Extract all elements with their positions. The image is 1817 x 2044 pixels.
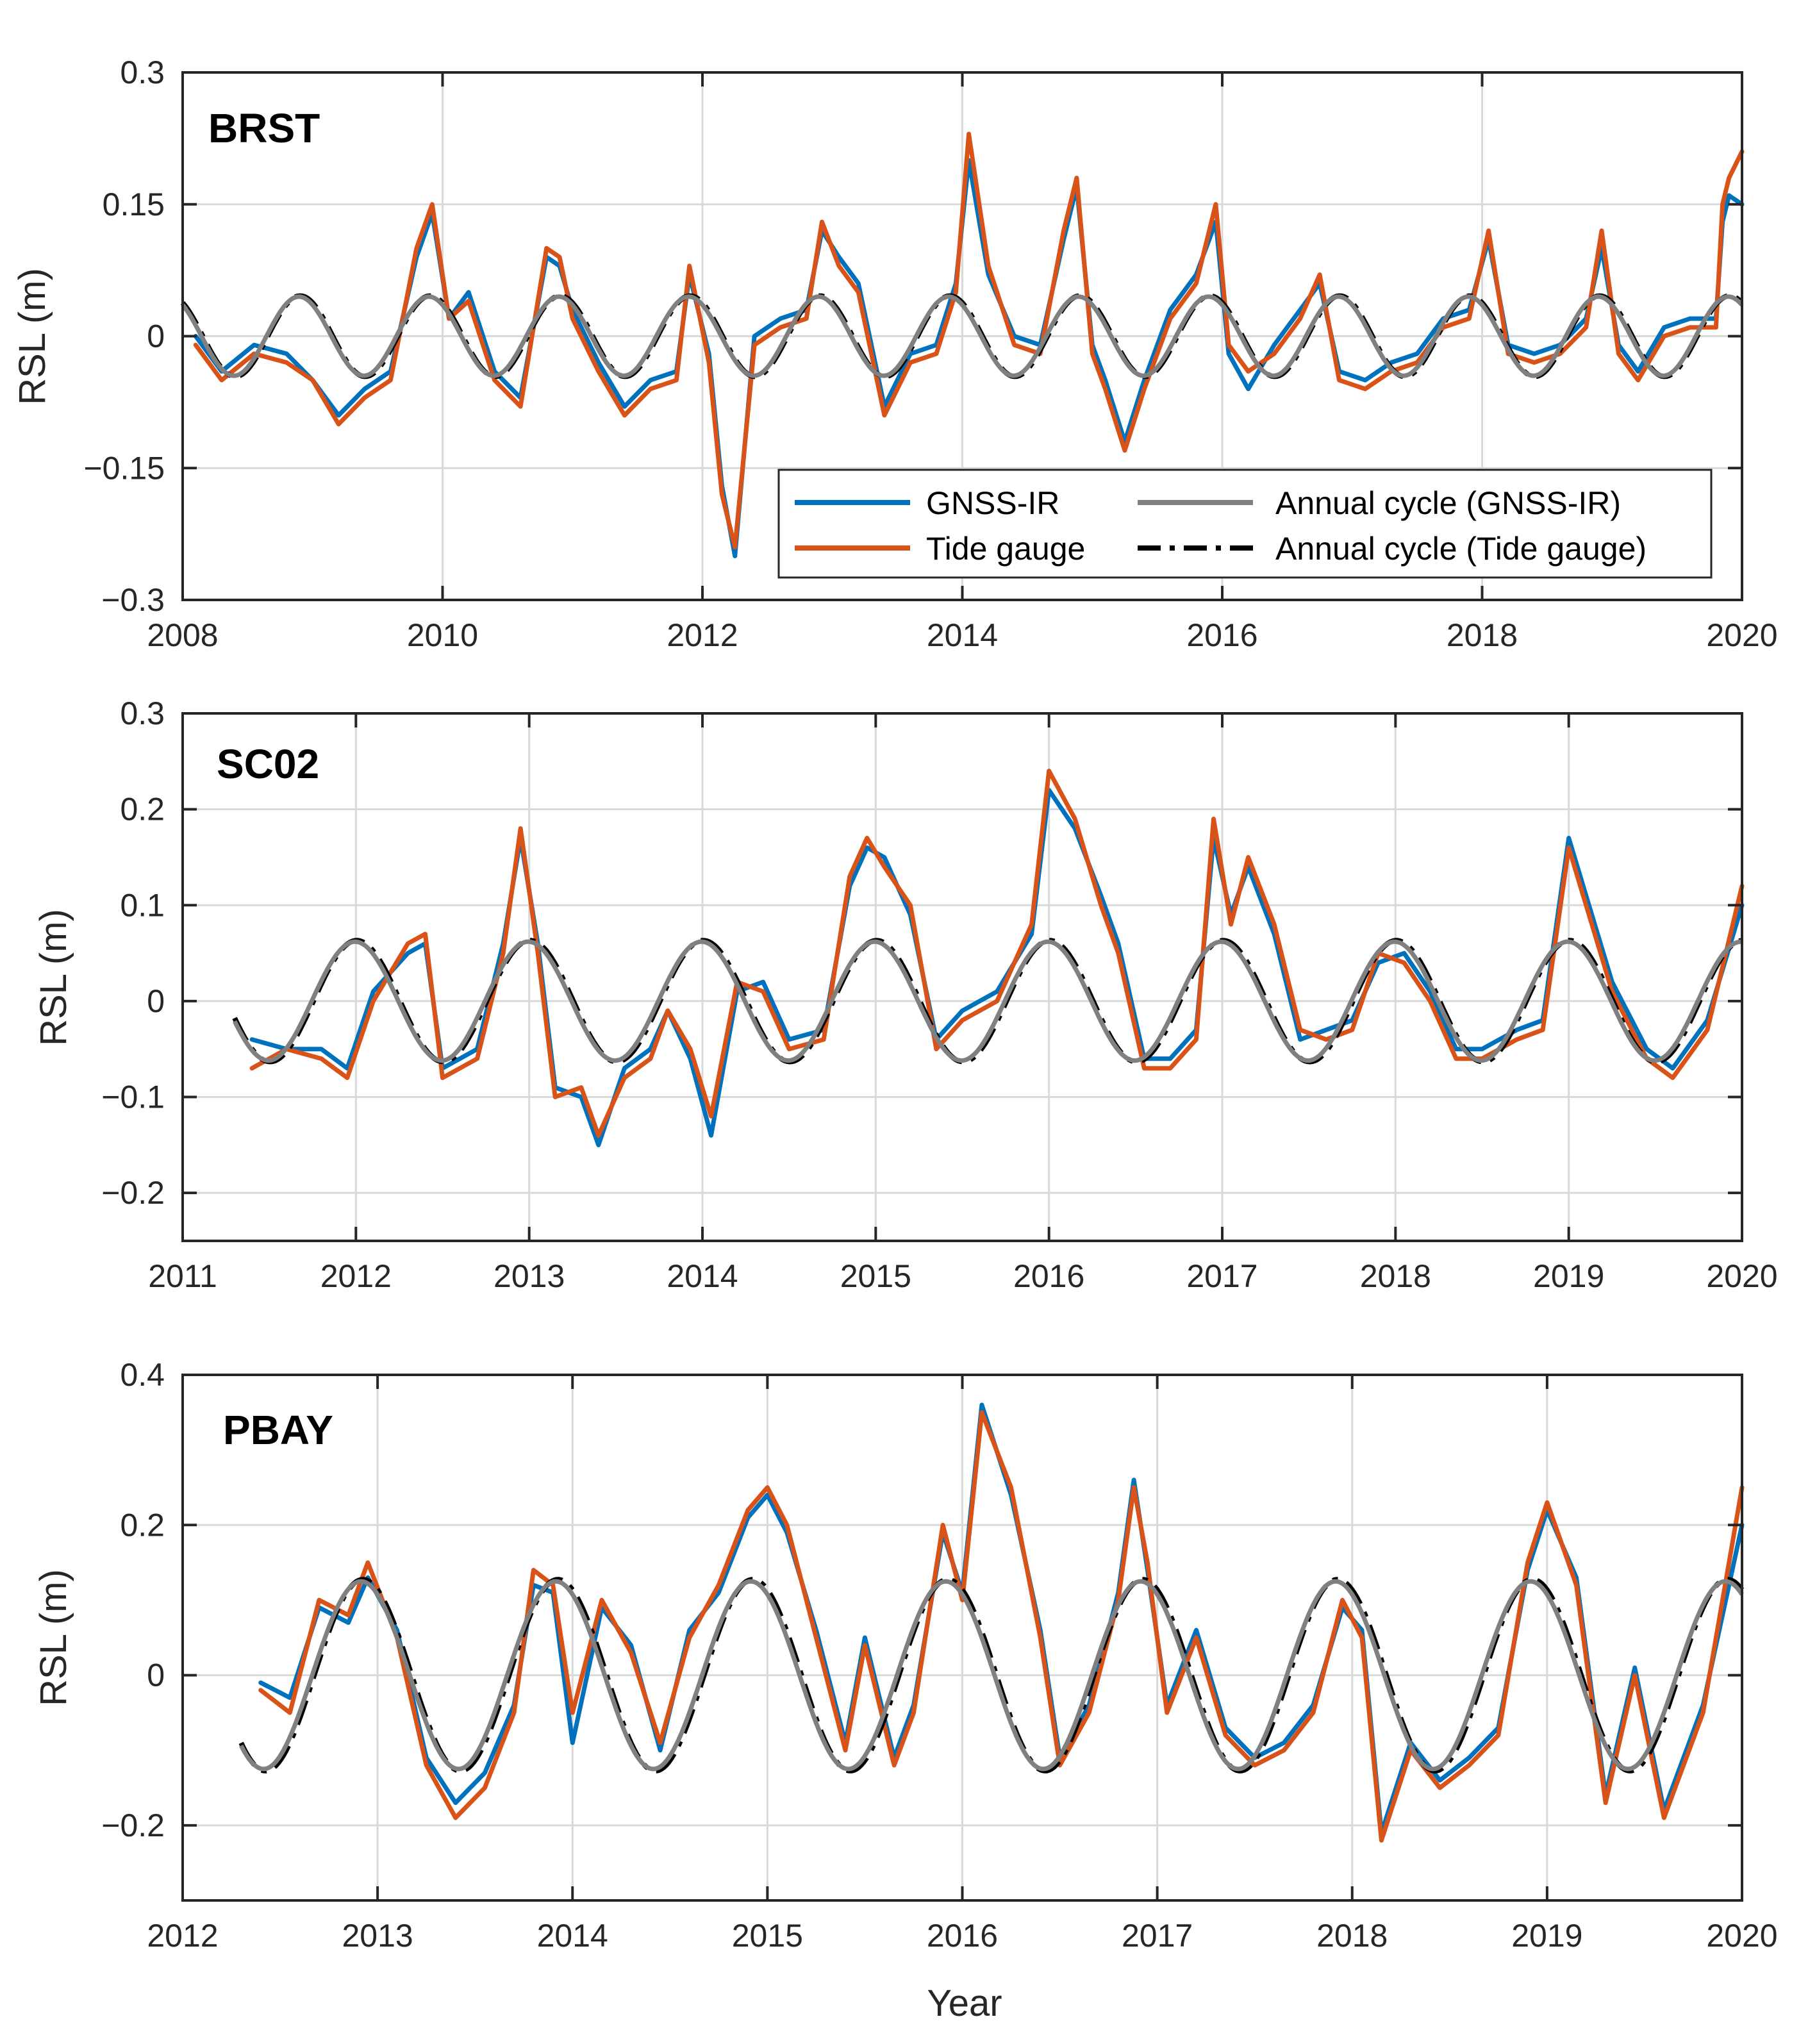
- ytick-label: 0: [147, 983, 165, 1019]
- panel-sc02: 2011 2012 2013 2014 2015 2016 2017 2018 2019 2020…: [33, 695, 1778, 1294]
- ytick-label: 0.3: [120, 695, 165, 731]
- ytick-label: −0.1: [101, 1079, 165, 1115]
- xtick-label: 2008: [147, 617, 218, 653]
- station-label-sc02: SC02: [217, 741, 319, 787]
- legend-annual-gnss-label: Annual cycle (GNSS-IR): [1275, 485, 1621, 521]
- ytick-label: 0: [147, 319, 165, 354]
- xtick-label: 2012: [320, 1258, 392, 1294]
- station-label-brst: BRST: [208, 105, 320, 151]
- annual-cycle-gnss-line: [232, 939, 1743, 1063]
- xtick-label: 2018: [1316, 1918, 1388, 1954]
- ytick-label: 0.2: [120, 1507, 165, 1543]
- panel-pbay: 2012 2013 2014 2015 2016 2017 2018 2019 2020 −0.2…: [33, 1357, 1778, 2024]
- ylabel-sc02: RSL (m): [33, 909, 74, 1046]
- ytick-label: 0: [147, 1658, 165, 1693]
- xtick-label: 2019: [1511, 1918, 1582, 1954]
- ticks-sc02: 2011 2012 2013 2014 2015 2016 2017 2018 2019 2020…: [101, 695, 1777, 1294]
- legend-gnss-label: GNSS-IR: [926, 485, 1059, 521]
- series-gnss-line: [249, 788, 1745, 1147]
- grid-brst: [183, 72, 1742, 600]
- xtick-label: 2012: [147, 1918, 218, 1954]
- ytick-label: −0.2: [101, 1807, 165, 1843]
- xtick-label: 2018: [1360, 1258, 1431, 1294]
- xtick-label: 2016: [927, 1918, 998, 1954]
- annual-cycle-gnss-line: [181, 294, 1744, 378]
- xtick-label: 2013: [494, 1258, 565, 1294]
- ticks-pbay: 2012 2013 2014 2015 2016 2017 2018 2019 2020 −0.2…: [101, 1357, 1777, 1954]
- grid-pbay: [183, 1375, 1742, 1900]
- grid-sc02: [183, 713, 1742, 1241]
- legend-box: [777, 469, 1713, 579]
- ytick-label: −0.15: [83, 450, 165, 486]
- series-tide-line: [258, 1410, 1745, 1843]
- curves-brst: [180, 131, 1745, 558]
- ytick-label: 0.3: [120, 54, 165, 90]
- ytick-label: 0.4: [120, 1357, 165, 1393]
- xtick-label: 2013: [342, 1918, 413, 1954]
- axes-frame-sc02: [181, 712, 1743, 1242]
- panel-brst: 2008 2010 2012 2014 2016 2018 2020 −0.3 −0.15 0 0.…: [12, 54, 1778, 653]
- xtick-label: 2010: [407, 617, 478, 653]
- ylabel-brst: RSL (m): [12, 268, 53, 405]
- xtick-label: 2015: [840, 1258, 911, 1294]
- legend-tide-label: Tide gauge: [926, 531, 1085, 567]
- annual-cycle-gnss-line: [239, 1579, 1744, 1772]
- ticks-brst: 2008 2010 2012 2014 2016 2018 2020 −0.3 −0.15 0 0.…: [83, 54, 1777, 653]
- xtick-label: 2011: [148, 1258, 217, 1294]
- xtick-label: 2018: [1447, 617, 1518, 653]
- ytick-label: −0.2: [101, 1175, 165, 1211]
- legend-annual-tide-label: Annual cycle (Tide gauge): [1275, 531, 1647, 567]
- xtick-label: 2017: [1186, 1258, 1257, 1294]
- xtick-label: 2020: [1706, 617, 1777, 653]
- xtick-label: 2014: [667, 1258, 738, 1294]
- xtick-label: 2019: [1533, 1258, 1604, 1294]
- ytick-label: −0.3: [101, 582, 165, 618]
- xtick-label: 2012: [667, 617, 738, 653]
- ytick-label: 0.15: [103, 187, 165, 222]
- ylabel-pbay: RSL (m): [33, 1569, 74, 1706]
- xtick-label: 2014: [537, 1918, 608, 1954]
- series-tide-line: [249, 769, 1745, 1138]
- xtick-label: 2016: [1186, 617, 1257, 653]
- curves-sc02: [232, 769, 1745, 1147]
- station-label-pbay: PBAY: [223, 1407, 333, 1453]
- ytick-label: 0.2: [120, 792, 165, 827]
- xlabel-pbay: Year: [927, 1982, 1002, 2024]
- xtick-label: 2014: [927, 617, 998, 653]
- ytick-label: 0.1: [120, 887, 165, 923]
- xtick-label: 2017: [1122, 1918, 1193, 1954]
- xtick-label: 2020: [1706, 1258, 1777, 1294]
- xtick-label: 2015: [732, 1918, 803, 1954]
- xtick-label: 2020: [1706, 1918, 1777, 1954]
- legend: GNSS-IR Tide gauge Annual cycle (GNSS-IR…: [777, 469, 1713, 579]
- curves-pbay: [238, 1402, 1745, 1843]
- xtick-label: 2016: [1013, 1258, 1084, 1294]
